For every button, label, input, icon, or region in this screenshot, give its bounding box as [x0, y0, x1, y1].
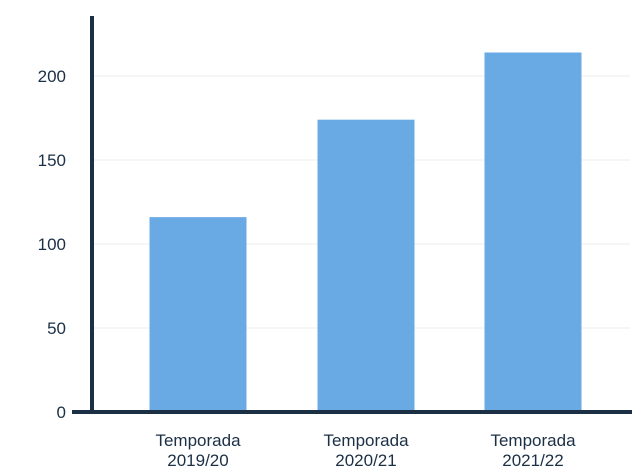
x-category-label-3-line-2: 2021/22	[502, 451, 563, 470]
x-category-label-2: Temporada 2020/21	[323, 431, 409, 470]
axes	[72, 16, 632, 414]
y-tick-labels: 0 50 100 150 200	[38, 67, 66, 422]
bar-2	[317, 119, 415, 413]
y-tick-label-0: 0	[57, 403, 66, 422]
y-tick-label-100: 100	[38, 235, 66, 254]
x-category-label-1-line-1: Temporada	[155, 431, 241, 450]
x-category-label-3: Temporada 2021/22	[490, 431, 576, 470]
y-tick-label-150: 150	[38, 151, 66, 170]
y-tick-label-200: 200	[38, 67, 66, 86]
bars	[149, 52, 582, 413]
x-category-label-2-line-1: Temporada	[323, 431, 409, 450]
bar-3	[484, 52, 582, 412]
bar-1	[149, 217, 247, 412]
x-category-label-1: Temporada 2019/20	[155, 431, 241, 470]
x-category-label-2-line-2: 2020/21	[335, 451, 396, 470]
y-tick-label-50: 50	[47, 319, 66, 338]
x-category-label-1-line-2: 2019/20	[167, 451, 228, 470]
x-category-label-3-line-1: Temporada	[490, 431, 576, 450]
